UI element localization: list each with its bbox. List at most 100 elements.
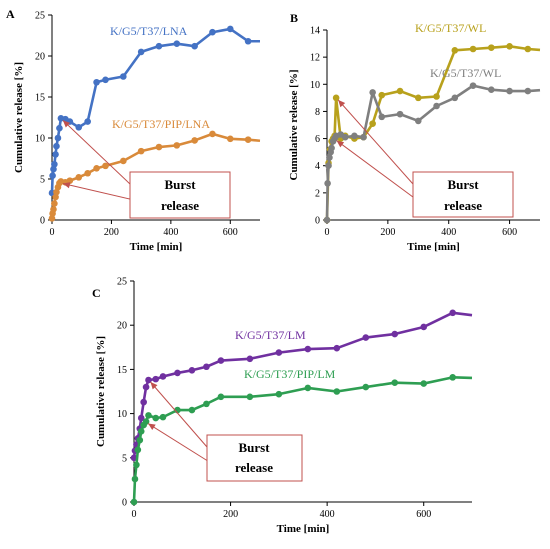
panel-b-y-tick-label: 8 — [315, 107, 320, 118]
panel-b-series-1-point — [524, 45, 532, 53]
panel-c-series-1-point — [140, 398, 147, 406]
panel-c-series-2-point — [203, 400, 210, 408]
panel-a-series-1-point — [120, 73, 127, 80]
panel-a-series-1-point — [155, 42, 163, 50]
panel-a-x-tick-label: 200 — [104, 227, 119, 238]
panel-c-series-1-label: K/G5/T37/LM — [235, 328, 306, 342]
panel-a-series-1-point — [84, 118, 91, 125]
panel-a-series-1-point — [49, 172, 56, 180]
panel-a-series-1-point — [52, 151, 59, 158]
panel-c-series-1-point — [145, 376, 152, 384]
panel-b-series-2-point — [506, 87, 513, 95]
panel-a-letter: A — [6, 7, 15, 21]
panel-c-series-2-point — [188, 406, 196, 414]
panel-b-x-tick-label: 600 — [502, 227, 517, 238]
panel-c-series-2-point — [137, 427, 145, 435]
panel-b-series-1-point — [414, 94, 422, 102]
panel-c-series-2-point — [449, 374, 456, 381]
panel-a-y-tick-label: 25 — [35, 11, 45, 22]
panel-c-burst-box — [206, 434, 303, 482]
panel-b-x-axis-title: Time [min] — [407, 241, 460, 253]
panel-a-x-tick-label: 600 — [223, 227, 238, 238]
panel-b-series-2-point — [326, 154, 333, 161]
panel-b-series-2-point — [414, 117, 422, 125]
panel-a-y-tick-label: 15 — [35, 93, 45, 104]
panel-a-series-2-point — [51, 200, 58, 207]
panel-c-letter: C — [92, 286, 101, 300]
panel-c-series-2-point — [333, 388, 341, 395]
panel-a-series-2-point — [102, 162, 109, 170]
panel-c-burst-arrow — [150, 381, 208, 448]
panel-a-series-2-point — [137, 147, 145, 155]
panel-c-series-1-point — [246, 355, 254, 363]
panel-a-burst-arrowhead — [62, 182, 71, 189]
panel-b-y-tick-label: 0 — [315, 216, 320, 227]
panel-c-series-1-point — [362, 334, 370, 341]
panel-b-x-tick-label: 200 — [380, 227, 395, 238]
panel-b-burst-arrow — [336, 140, 418, 201]
panel-a-series-1-point — [244, 37, 252, 45]
panel-b-burst-text-line1: Burst — [447, 177, 479, 192]
panel-c-y-tick-label: 0 — [122, 498, 127, 509]
panel-a-series-1-point — [50, 165, 57, 173]
panel-c-x-tick-label: 600 — [416, 509, 431, 520]
panel-c-burst-arrowhead — [148, 423, 156, 431]
panel-a-series-1-point — [56, 124, 63, 132]
panel-c-series-2-point — [145, 412, 152, 419]
panel-c-burst-text-line1: Burst — [238, 440, 270, 455]
panel-c-burst-text-line2: release — [235, 460, 273, 475]
panel-c-series-2-point — [420, 380, 428, 387]
panel-c-series-1-point — [420, 323, 428, 331]
panel-b-series-1-point — [369, 120, 376, 127]
panel-a-series-2-label: K/G5/T37/PIP/LNA — [112, 117, 210, 131]
panel-c-series-1-point — [391, 330, 399, 338]
panel-c-y-tick-label: 5 — [122, 453, 127, 464]
panel-b-burst-arrowhead — [336, 140, 345, 148]
panel-b-burst-box — [412, 171, 514, 218]
panel-b-series-2-point — [488, 86, 495, 94]
panel-b-letter: B — [290, 11, 298, 25]
panel-c-series-1-point — [137, 414, 145, 422]
panel-b-series-2-label: K/G5/T37/WL — [430, 66, 501, 80]
panel-a-series-2-point — [48, 215, 56, 222]
panel-b-x-tick-label: 400 — [441, 227, 456, 238]
panel-c-series-1-point — [275, 349, 283, 356]
panel-b-series-1-point — [332, 94, 340, 102]
panel-b-y-tick-label: 12 — [310, 53, 320, 64]
panel-a-y-tick-label: 10 — [35, 134, 45, 145]
panel-c-series-1-point — [203, 363, 210, 371]
panel-a-series-2-point — [173, 142, 181, 149]
panel-c-series-2-point — [130, 498, 138, 506]
panel-a-series-1-point — [226, 25, 234, 33]
panel-c-y-tick-label: 10 — [117, 409, 127, 420]
panel-a-series-2-point — [226, 135, 234, 143]
panel-a-series-2-point — [209, 130, 216, 138]
panel-c-x-tick-label: 200 — [223, 509, 238, 520]
panel-a-burst-box — [129, 171, 231, 219]
panel-c-y-tick-label: 20 — [117, 321, 127, 332]
panel-a-series-2-point — [93, 165, 100, 172]
panel-a-burst-arrow — [62, 119, 131, 185]
panel-c-series-2-point — [246, 393, 254, 401]
panel-a-series-2-point — [120, 157, 127, 165]
panel-a-y-tick-label: 0 — [40, 216, 45, 227]
panel-b-series-2-point — [433, 102, 440, 110]
panel-b-y-tick-label: 4 — [315, 161, 320, 172]
panel-b-series-2-point — [451, 94, 459, 102]
panel-c-x-tick-label: 400 — [320, 509, 335, 520]
panel-a-series-1-point — [191, 42, 198, 50]
panel-c-series-2-point — [362, 383, 370, 391]
panel-a-burst-text-line1: Burst — [164, 177, 196, 192]
panel-a-y-tick-label: 20 — [35, 52, 45, 63]
panel-b-series-2-point — [328, 144, 335, 152]
panel-b-y-tick-label: 10 — [310, 80, 320, 91]
panel-c-series-2-point — [134, 446, 142, 454]
panel-b-series-2-point — [378, 113, 386, 121]
panel-c-series-2-point — [152, 414, 160, 422]
panel-b-series-2-point — [396, 110, 404, 118]
panel-a-series-1-point — [137, 48, 145, 56]
panel-c-series-2-point — [131, 475, 139, 483]
panel-c-series-1-point — [304, 345, 312, 353]
panel-b-series-2-point — [341, 133, 349, 141]
